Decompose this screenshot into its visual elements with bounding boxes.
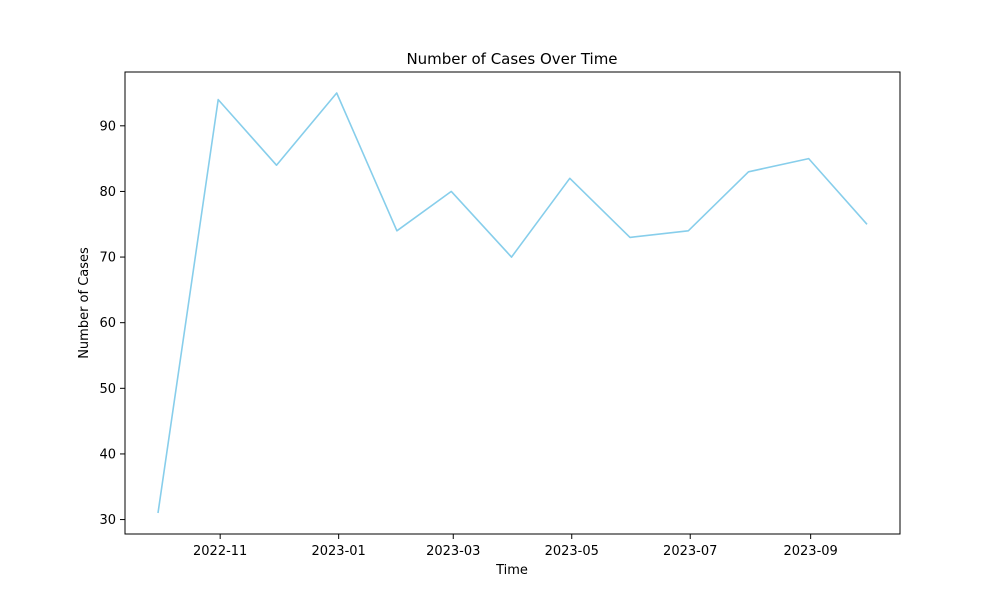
y-axis: 30 40 50 60 70 80 90 [99, 119, 125, 528]
x-tick-label: 2023-05 [545, 544, 599, 559]
x-axis-title: Time [495, 563, 528, 578]
plot-frame [124, 71, 901, 535]
series-line [157, 92, 868, 514]
y-tick-label: 40 [99, 447, 116, 462]
y-tick-label: 50 [99, 382, 116, 397]
y-axis-title: Number of Cases [77, 247, 92, 359]
x-tick-label: 2023-03 [426, 544, 480, 559]
x-tick-label: 2023-07 [663, 544, 717, 559]
x-tick-label: 2022-11 [193, 544, 247, 559]
y-tick-label: 60 [99, 316, 116, 331]
x-tick-label: 2023-09 [783, 544, 837, 559]
y-tick-label: 70 [99, 251, 116, 266]
chart-title: Number of Cases Over Time [406, 50, 617, 68]
y-tick-label: 80 [99, 185, 116, 200]
y-tick-label: 90 [99, 119, 116, 134]
x-tick-label: 2023-01 [311, 544, 365, 559]
x-axis: 2022-11 2023-01 2023-03 2023-05 2023-07 2023-… [193, 534, 838, 559]
y-tick-label: 30 [99, 513, 116, 528]
